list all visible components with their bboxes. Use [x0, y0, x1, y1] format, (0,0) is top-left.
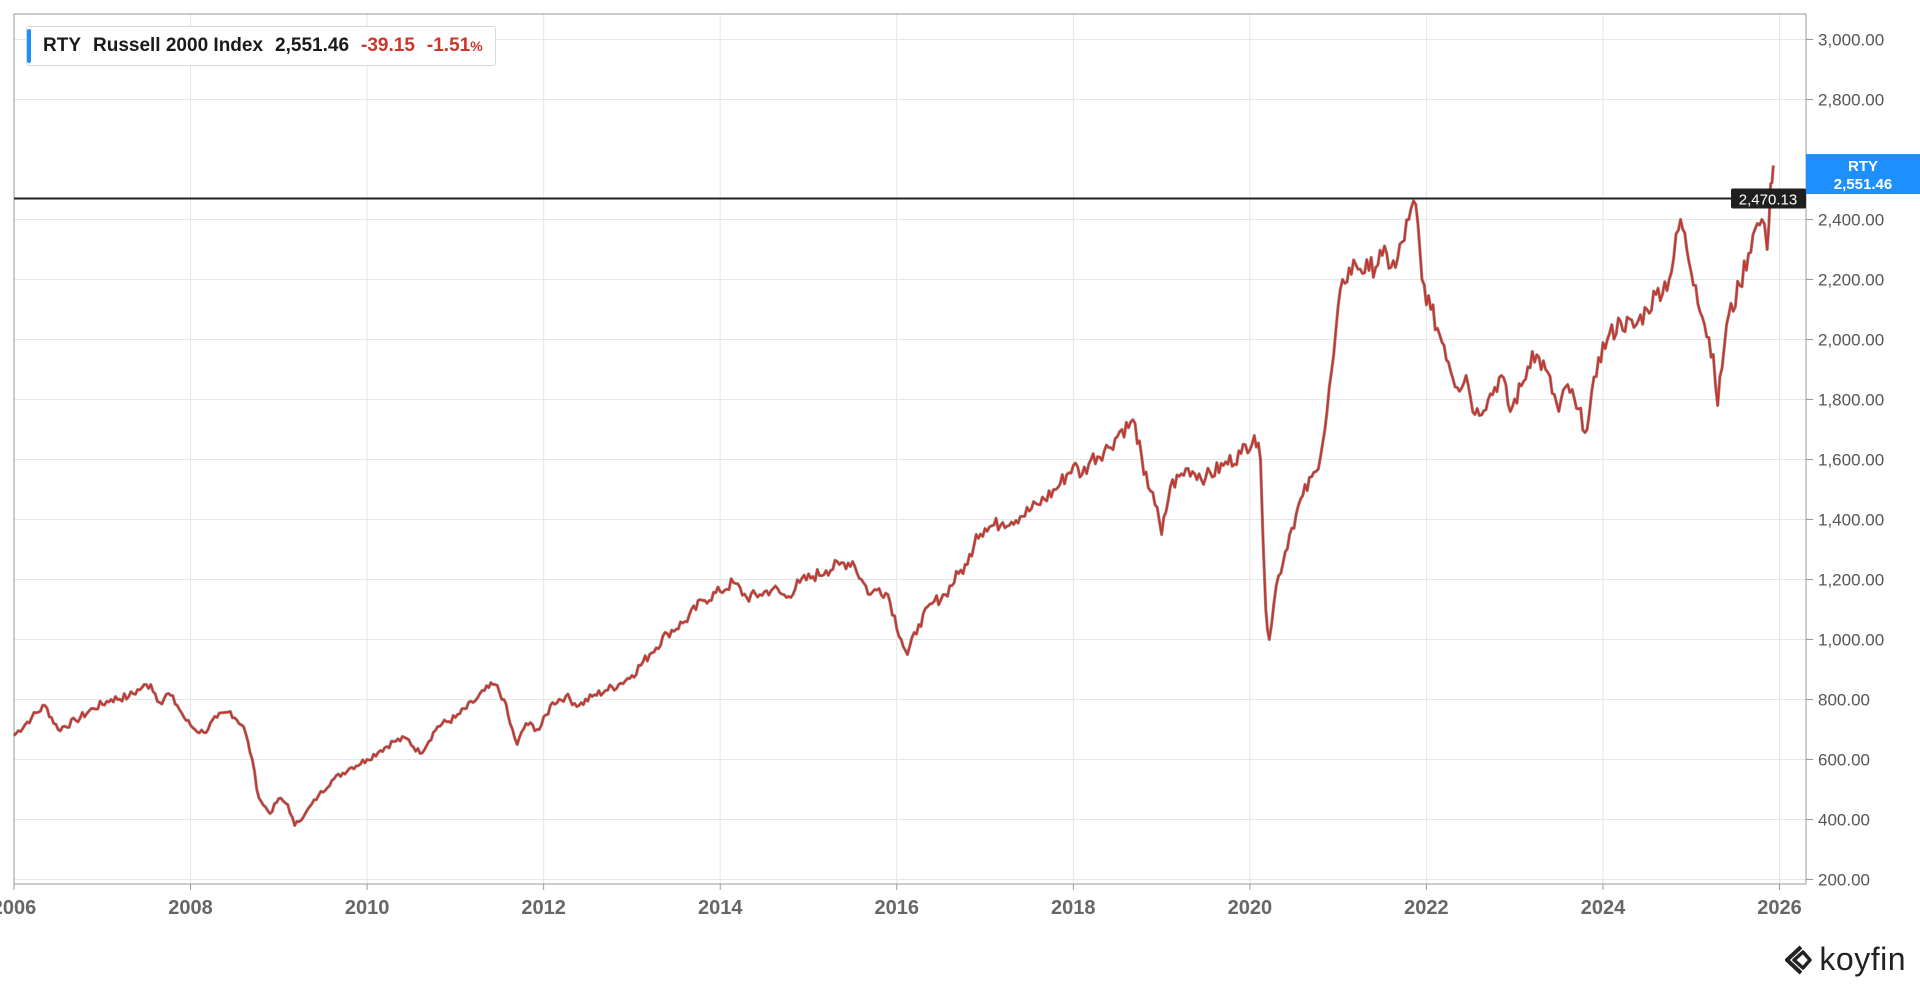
- y-tick-label: 2,400.00: [1818, 211, 1884, 230]
- series-line-shadow: [12, 165, 1775, 828]
- y-gridlines: [14, 39, 1806, 880]
- legend-ticker: RTY: [43, 35, 81, 56]
- last-price-tag-ticker: RTY: [1848, 158, 1878, 175]
- legend-change: -39.15: [361, 35, 415, 56]
- last-price-tag: [1806, 154, 1920, 195]
- brand-name: koyfin: [1819, 941, 1906, 977]
- x-tick-label: 2006: [0, 897, 36, 919]
- y-tick-label: 1,400.00: [1818, 511, 1884, 530]
- y-tick-label: 600.00: [1818, 751, 1870, 770]
- x-tick-label: 2010: [345, 897, 390, 919]
- x-gridlines: [13, 14, 1781, 884]
- y-axis: 200.00 400.00 600.00 800.00 1,000.00 1,200.00…: [1806, 31, 1884, 890]
- last-price-tag-price: 2,551.46: [1834, 176, 1892, 193]
- crosshair-label: 2,470.13: [1739, 191, 1797, 208]
- y-tick-label: 1,800.00: [1818, 391, 1884, 410]
- y-tick-label: 800.00: [1818, 691, 1870, 710]
- koyfin-logo-icon: [1785, 945, 1813, 974]
- x-axis: 2006 2008 2010 2012 2014 2016 2018 2020 2022 2024…: [0, 884, 1802, 919]
- legend-change-pct: -1.51%: [427, 35, 483, 57]
- y-tick-label: 2,000.00: [1818, 331, 1884, 350]
- series-layer: [12, 165, 1775, 828]
- plot-frame: [13, 13, 1807, 885]
- crosshair-label-bg: [1731, 188, 1806, 209]
- y-tick-label: 3,000.00: [1818, 31, 1884, 50]
- y-tick-label: 200.00: [1818, 871, 1870, 890]
- y-tick-label: 1,000.00: [1818, 631, 1884, 650]
- x-tick-label: 2022: [1404, 897, 1449, 919]
- crosshair: 2,470.13: [14, 188, 1806, 209]
- y-tick-label: 400.00: [1818, 811, 1870, 830]
- x-tick-label: 2026: [1757, 897, 1802, 919]
- x-tick-label: 2016: [875, 897, 920, 919]
- x-tick-label: 2020: [1228, 897, 1273, 919]
- legend-pct-sign: %: [470, 38, 483, 54]
- legend-accent-bar: [27, 29, 31, 63]
- x-tick-label: 2024: [1581, 897, 1626, 919]
- legend[interactable]: RTY Russell 2000 Index 2,551.46 -39.15 -…: [26, 26, 496, 66]
- x-tick-label: 2014: [698, 897, 743, 919]
- legend-index-name: Russell 2000 Index: [93, 35, 264, 56]
- y-tick-label: 1,600.00: [1818, 451, 1884, 470]
- legend-change-pct-value: -1.51: [426, 35, 471, 56]
- series-line-rty[interactable]: [13, 165, 1775, 827]
- brand-logo: koyfin: [1781, 941, 1906, 978]
- y-tick-label: 2,800.00: [1818, 91, 1884, 110]
- x-tick-label: 2008: [168, 897, 213, 919]
- legend-price: 2,551.46: [275, 35, 350, 56]
- x-tick-label: 2012: [521, 897, 566, 919]
- x-tick-label: 2018: [1051, 897, 1096, 919]
- y-tick-label: 1,200.00: [1818, 571, 1884, 590]
- y-tick-label: 2,200.00: [1818, 271, 1884, 290]
